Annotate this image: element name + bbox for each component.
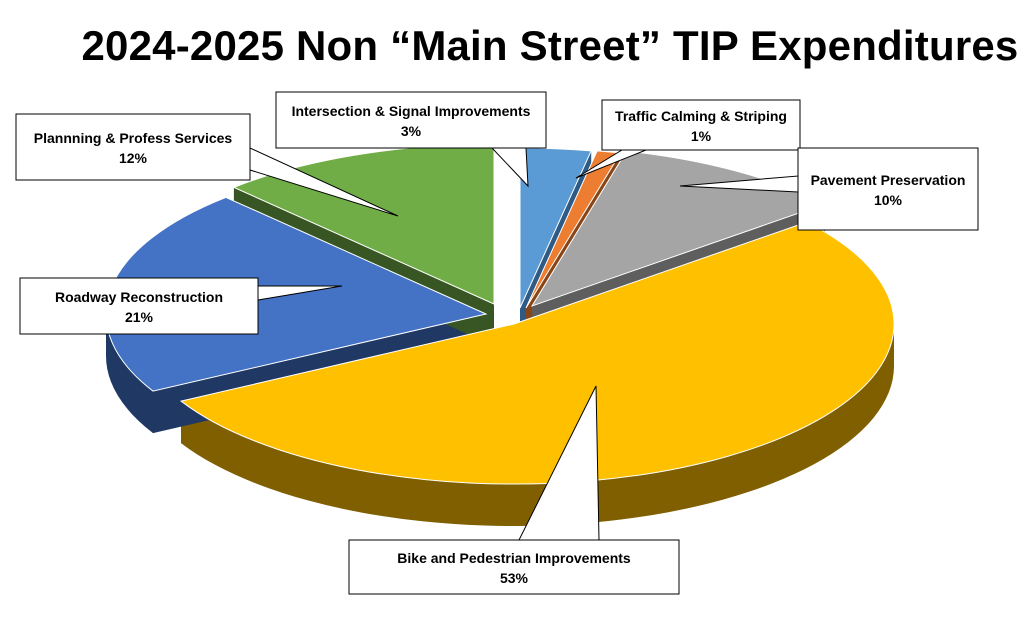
callout-category: Traffic Calming & Striping <box>615 108 787 124</box>
callout-percent: 53% <box>500 570 529 586</box>
pie-slice-side <box>181 324 894 526</box>
callout-category: Roadway Reconstruction <box>55 289 223 305</box>
callout-percent: 1% <box>691 128 712 144</box>
callout-percent: 10% <box>874 192 903 208</box>
callout-label: Roadway Reconstruction 21% <box>19 277 343 335</box>
pie-tops <box>105 143 895 485</box>
callout-label: Plannning & Profess Services 12% <box>15 113 399 217</box>
callout-category: Bike and Pedestrian Improvements <box>397 550 631 566</box>
callout-label: Traffic Calming & Striping 1% <box>575 99 801 179</box>
callout-percent: 21% <box>125 309 154 325</box>
pie-callouts: Intersection & Signal Improvements 3% Traf… <box>15 91 979 595</box>
pie-slice-side <box>106 314 154 434</box>
pie-slice <box>179 221 895 485</box>
callout-category: Pavement Preservation <box>811 172 966 188</box>
chart-title: 2024-2025 Non “Main Street” TIP Expendit… <box>81 22 1019 69</box>
callout-label: Pavement Preservation 10% <box>679 147 979 231</box>
callout-category: Plannning & Profess Services <box>34 130 233 146</box>
callout-category: Intersection & Signal Improvements <box>292 103 531 119</box>
callout-label: Bike and Pedestrian Improvements 53% <box>348 385 680 595</box>
callout-label: Intersection & Signal Improvements 3% <box>275 91 547 188</box>
callout-percent: 3% <box>401 123 422 139</box>
callout-percent: 12% <box>119 150 148 166</box>
